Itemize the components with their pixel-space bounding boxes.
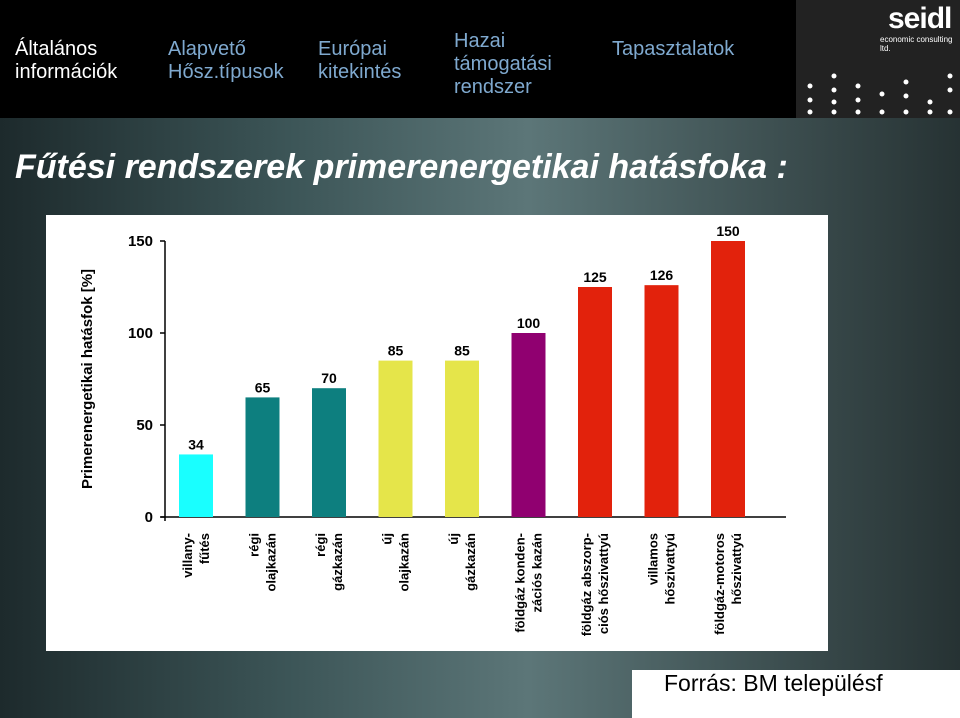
nav-item-label: támogatási xyxy=(454,53,552,75)
x-category-label-line: földgáz konden- xyxy=(513,533,528,633)
nav-item-hazai[interactable]: Hazai támogatási rendszer xyxy=(454,30,552,99)
bar xyxy=(445,360,479,517)
y-tick-label: 50 xyxy=(136,417,153,434)
x-category-label-line: ciós hőszivattyú xyxy=(596,533,611,634)
x-category-label-line: új xyxy=(380,533,395,545)
nav-item-label: Hősz.típusok xyxy=(168,61,284,83)
x-category-label-line: régi xyxy=(247,533,262,557)
bar xyxy=(312,388,346,517)
x-category-label: földgáz abszorp-ciós hőszivattyú xyxy=(579,533,611,636)
x-category-label-line: földgáz-motoros xyxy=(712,533,727,635)
x-category-label: villany-fűtés xyxy=(180,533,212,578)
nav-item-tapasztalatok[interactable]: Tapasztalatok xyxy=(612,38,734,61)
nav-item-europai[interactable]: Európai kitekintés xyxy=(318,38,401,84)
x-category-label-line: olajkazán xyxy=(397,533,412,592)
x-category-label: földgáz konden-zációs kazán xyxy=(513,533,545,633)
chart-panel xyxy=(46,215,828,651)
slide-title: Fűtési rendszerek primerenergetikai hatá… xyxy=(15,148,788,186)
nav-item-label: Alapvető xyxy=(168,38,246,60)
bar xyxy=(378,360,413,517)
x-category-label: földgáz-motoros hőszivattyú xyxy=(712,533,744,635)
x-category-label-line: olajkazán xyxy=(264,533,279,592)
data-label: 85 xyxy=(454,343,470,359)
nav-item-label: információk xyxy=(15,61,118,83)
x-category-label-line: zációs kazán xyxy=(530,533,545,613)
nav-item-label: rendszer xyxy=(454,76,532,98)
x-category-label: új olajkazán xyxy=(380,533,412,592)
data-label: 70 xyxy=(321,370,337,386)
nav-item-altalanos[interactable]: Általános információk xyxy=(15,38,117,84)
y-axis-label: Primerenergetikai hatásfok [%] xyxy=(79,269,96,489)
x-category-label-line: hőszivattyú xyxy=(729,533,744,605)
x-category-label: régi olajkazán xyxy=(247,533,279,592)
nav-item-alapveto[interactable]: Alapvető Hősz.típusok xyxy=(168,38,284,84)
seidl-logo: seidl xyxy=(888,2,952,35)
x-category-label-line: villamos xyxy=(646,533,661,585)
data-label: 150 xyxy=(716,223,740,239)
x-category-label-line: gázkazán xyxy=(463,533,478,591)
bar xyxy=(245,397,280,517)
x-category-label-line: fűtés xyxy=(197,533,212,564)
logo-tagline: economic consulting ltd. xyxy=(880,35,953,53)
x-category-label-line: földgáz abszorp- xyxy=(579,533,594,636)
x-category-label-line: villany- xyxy=(180,533,195,578)
nav-item-label: Európai xyxy=(318,38,387,60)
data-label: 100 xyxy=(517,315,541,331)
bar xyxy=(179,454,213,517)
x-category-label: új gázkazán xyxy=(446,533,478,591)
nav-item-label: Általános xyxy=(15,38,98,60)
bar xyxy=(711,241,745,517)
y-tick-label: 0 xyxy=(145,509,153,526)
nav-item-label: kitekintés xyxy=(318,61,402,83)
source-text: Forrás: BM településf xyxy=(664,670,883,696)
nav-item-label: Tapasztalatok xyxy=(612,38,735,60)
logo-dots-decoration xyxy=(807,73,953,115)
data-label: 85 xyxy=(388,343,404,359)
source-box: Forrás: BM településf xyxy=(632,670,960,718)
x-category-label-line: hőszivattyú xyxy=(663,533,678,605)
x-category-label: régi gázkazán xyxy=(313,533,345,591)
x-category-label-line: régi xyxy=(313,533,328,557)
x-category-label-line: gázkazán xyxy=(330,533,345,591)
y-tick-label: 100 xyxy=(128,325,153,342)
data-label: 125 xyxy=(583,269,607,285)
bar xyxy=(511,333,546,517)
nav-item-label: Hazai xyxy=(454,30,506,52)
y-tick-label: 150 xyxy=(128,233,153,250)
x-category-label: villamos hőszivattyú xyxy=(646,533,678,605)
bar-chart: 0 50 100 150 Primerenergetikai hatásfok [%] 3… xyxy=(79,223,786,636)
data-label: 126 xyxy=(650,267,674,283)
x-category-label-line: új xyxy=(446,533,461,545)
data-label: 65 xyxy=(255,379,271,395)
logo-panel xyxy=(796,0,960,118)
bar xyxy=(644,285,679,517)
data-label: 34 xyxy=(188,436,204,452)
bar xyxy=(578,287,612,517)
